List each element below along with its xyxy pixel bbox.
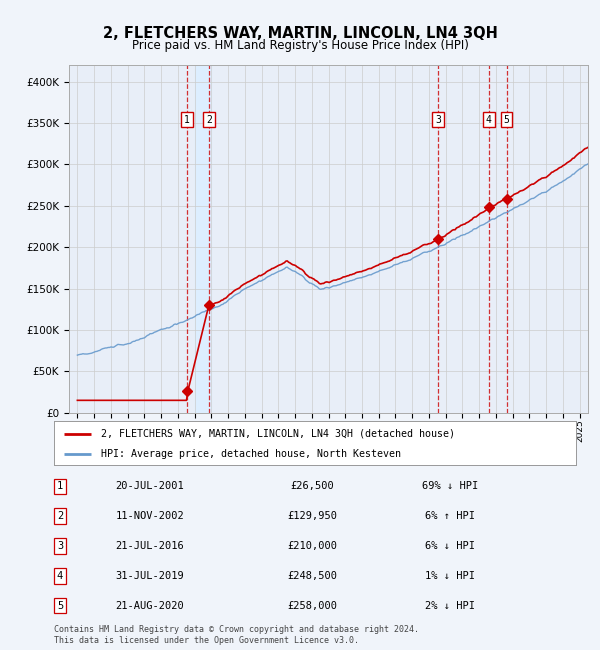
Text: 5: 5 [57, 601, 63, 611]
Text: 2: 2 [57, 511, 63, 521]
Text: 5: 5 [503, 114, 509, 125]
Bar [194, 65, 211, 413]
Text: 2% ↓ HPI: 2% ↓ HPI [425, 601, 475, 611]
Text: 3: 3 [435, 114, 441, 125]
Text: 20-JUL-2001: 20-JUL-2001 [116, 481, 184, 491]
Text: 6% ↓ HPI: 6% ↓ HPI [425, 541, 475, 551]
Text: 4: 4 [486, 114, 492, 125]
Text: 2, FLETCHERS WAY, MARTIN, LINCOLN, LN4 3QH: 2, FLETCHERS WAY, MARTIN, LINCOLN, LN4 3… [103, 26, 497, 41]
Text: 2, FLETCHERS WAY, MARTIN, LINCOLN, LN4 3QH (detached house): 2, FLETCHERS WAY, MARTIN, LINCOLN, LN4 3… [101, 429, 455, 439]
Text: 31-JUL-2019: 31-JUL-2019 [116, 571, 184, 581]
Text: £248,500: £248,500 [287, 571, 337, 581]
Text: 21-AUG-2020: 21-AUG-2020 [116, 601, 184, 611]
Text: £258,000: £258,000 [287, 601, 337, 611]
Text: 11-NOV-2002: 11-NOV-2002 [116, 511, 184, 521]
Text: 1% ↓ HPI: 1% ↓ HPI [425, 571, 475, 581]
Text: 6% ↑ HPI: 6% ↑ HPI [425, 511, 475, 521]
Text: Price paid vs. HM Land Registry's House Price Index (HPI): Price paid vs. HM Land Registry's House … [131, 39, 469, 52]
Text: 2: 2 [206, 114, 212, 125]
Text: HPI: Average price, detached house, North Kesteven: HPI: Average price, detached house, Nort… [101, 448, 401, 459]
Text: 69% ↓ HPI: 69% ↓ HPI [422, 481, 478, 491]
Text: 1: 1 [184, 114, 190, 125]
Text: £129,950: £129,950 [287, 511, 337, 521]
Text: £26,500: £26,500 [290, 481, 334, 491]
Text: 1: 1 [57, 481, 63, 491]
Text: 3: 3 [57, 541, 63, 551]
Text: 21-JUL-2016: 21-JUL-2016 [116, 541, 184, 551]
Text: Contains HM Land Registry data © Crown copyright and database right 2024.
This d: Contains HM Land Registry data © Crown c… [54, 625, 419, 645]
Text: £210,000: £210,000 [287, 541, 337, 551]
Text: 4: 4 [57, 571, 63, 581]
